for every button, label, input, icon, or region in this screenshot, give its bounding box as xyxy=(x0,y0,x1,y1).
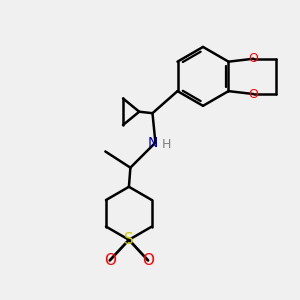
Text: H: H xyxy=(162,139,171,152)
Text: N: N xyxy=(147,136,158,150)
Text: O: O xyxy=(249,52,259,65)
Text: S: S xyxy=(124,232,134,247)
Text: O: O xyxy=(142,253,154,268)
Text: O: O xyxy=(104,253,116,268)
Text: O: O xyxy=(249,88,259,100)
